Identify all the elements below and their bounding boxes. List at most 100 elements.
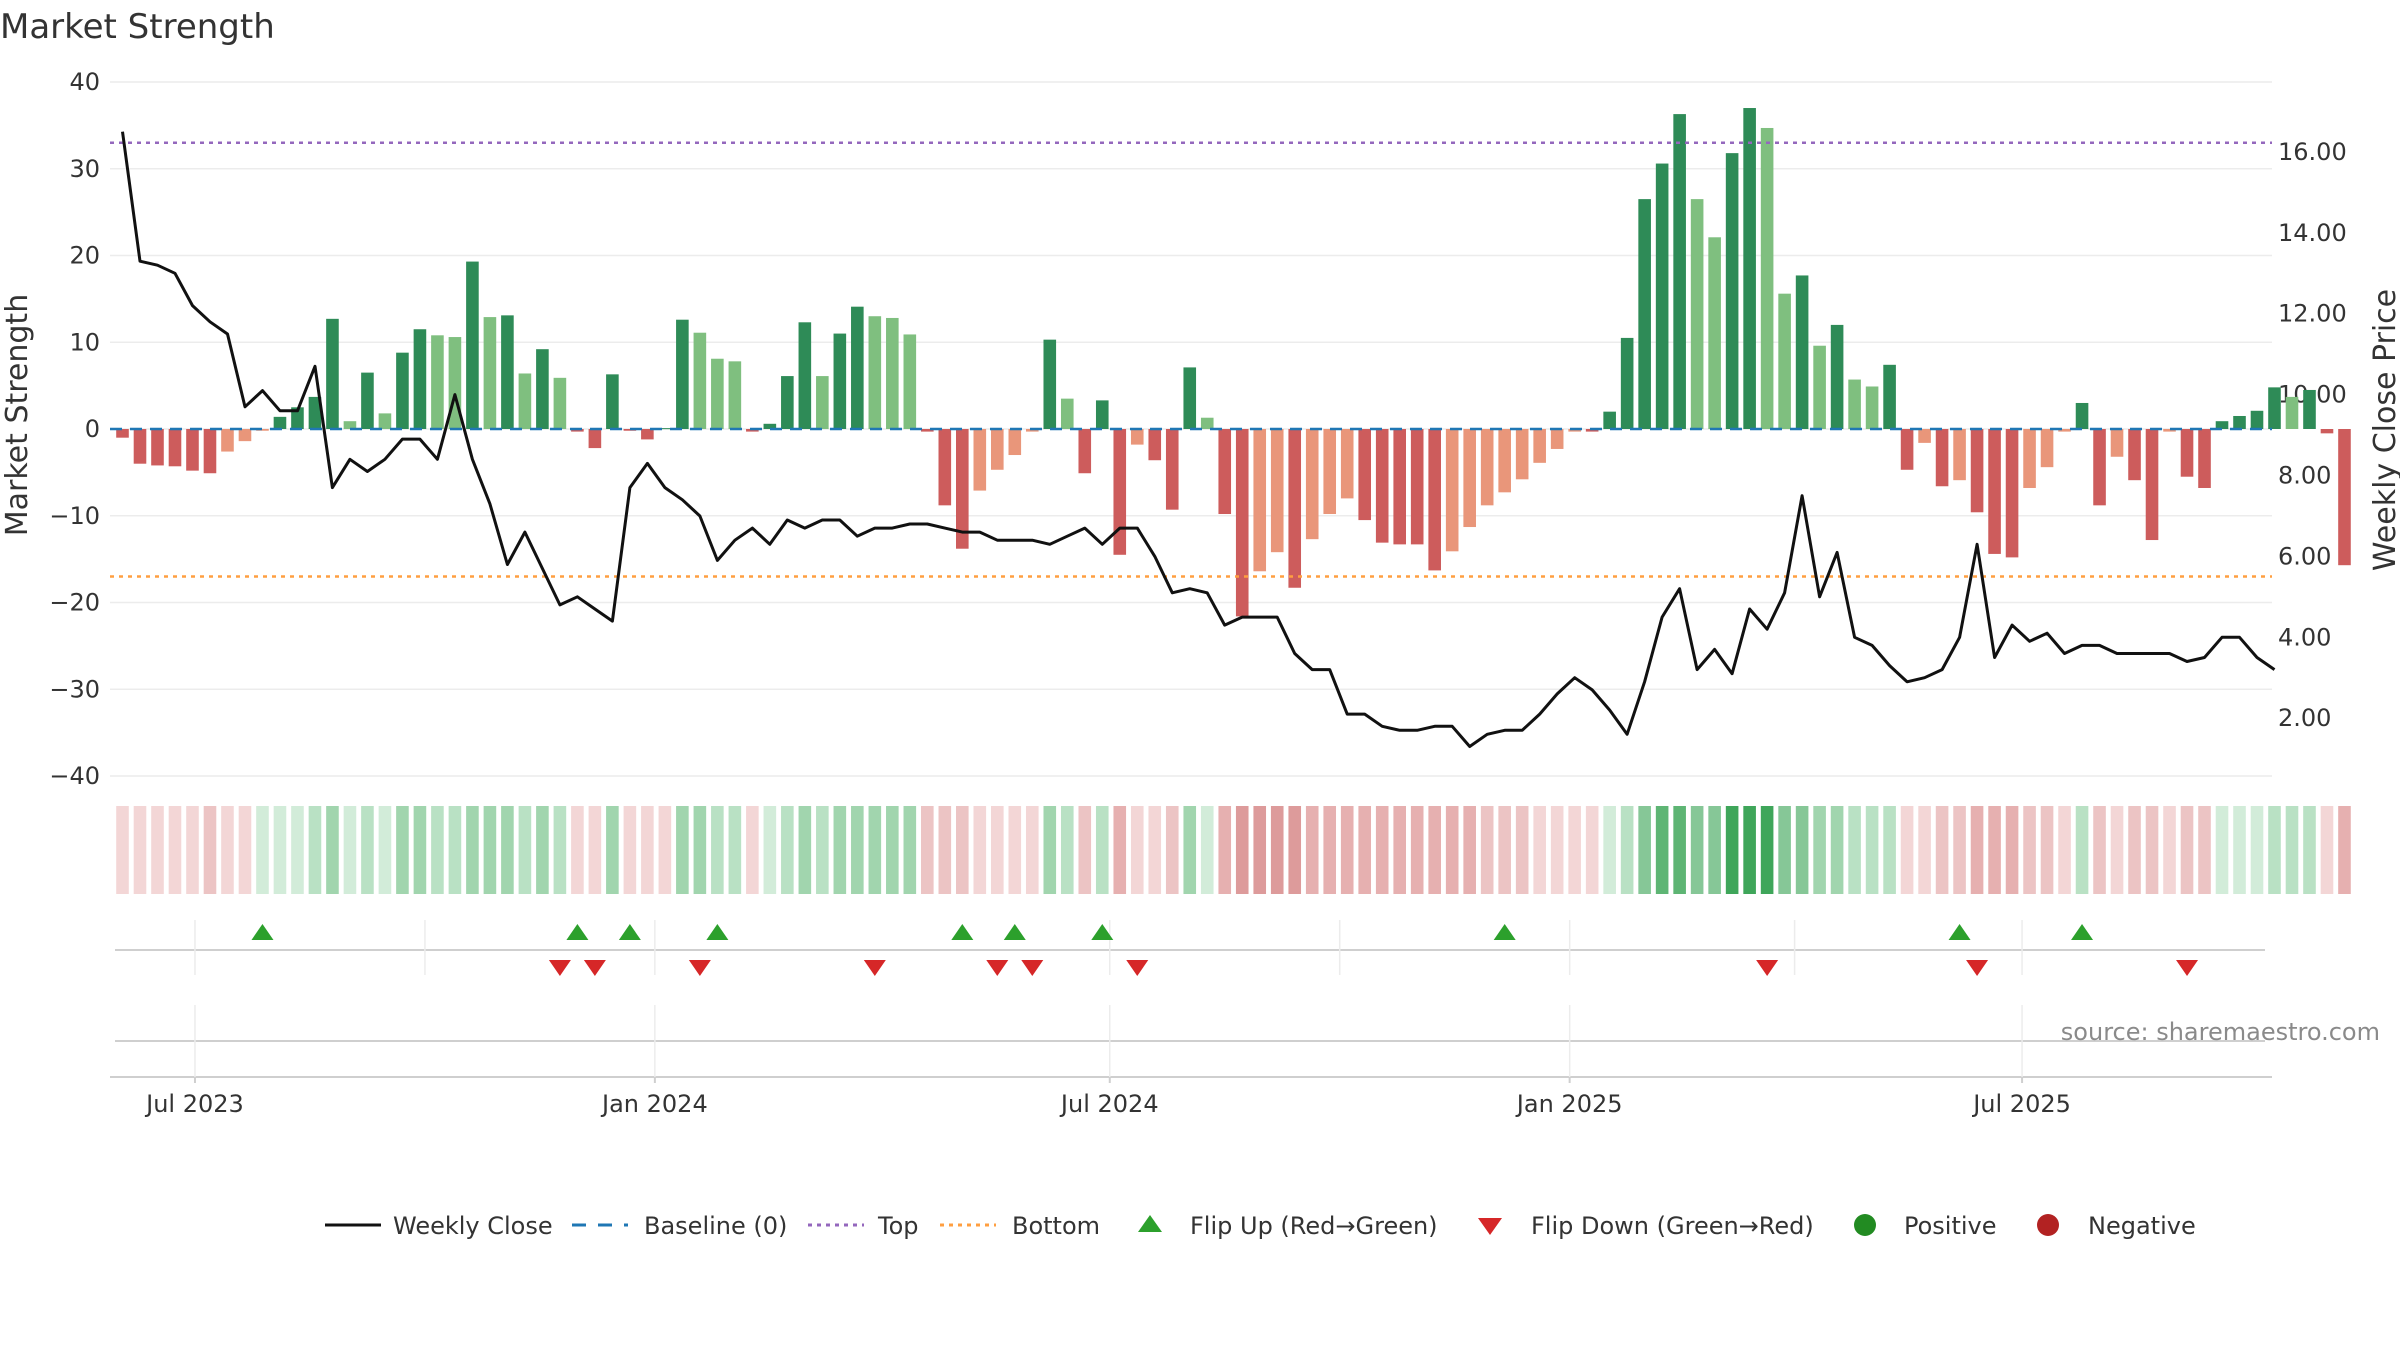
strength-bar: [693, 332, 707, 429]
regime-cell: [1393, 806, 1407, 894]
regime-cell: [2320, 806, 2334, 894]
strength-bar: [1113, 429, 1127, 555]
regime-cell: [763, 806, 777, 894]
regime-cell: [1130, 806, 1144, 894]
flip-up-marker: [951, 924, 974, 940]
strength-bar: [431, 335, 444, 429]
strength-bar: [1935, 429, 1949, 487]
left-tick-label: 0: [85, 415, 100, 443]
regime-cell: [886, 806, 899, 894]
strength-bar: [1130, 429, 1144, 445]
strength-bar: [2023, 429, 2036, 488]
regime-cell: [1830, 806, 1844, 894]
regime-cell: [956, 806, 969, 894]
regime-cell: [1620, 806, 1634, 894]
x-tick-label: Jan 2024: [600, 1090, 708, 1118]
regime-cell: [273, 806, 287, 894]
strength-bar: [1025, 429, 1039, 432]
strength-bar: [1148, 429, 1162, 461]
legend: Weekly Close Baseline (0) Top Bottom Flip Up…: [325, 1212, 2196, 1240]
regime-cell: [641, 806, 654, 894]
strength-bar: [2110, 429, 2124, 457]
strength-bar: [868, 316, 882, 429]
regime-cell: [1848, 806, 1861, 894]
regime-cell: [1113, 806, 1127, 894]
strength-bar: [2215, 421, 2229, 429]
regime-cell: [1865, 806, 1879, 894]
regime-cell: [1375, 806, 1389, 894]
regime-cell: [466, 806, 479, 894]
strength-bar: [1970, 429, 1984, 513]
regime-cell: [1760, 806, 1774, 894]
regime-cell: [343, 806, 357, 894]
flip-up-marker: [618, 924, 641, 940]
flip-down-marker: [2176, 960, 2199, 976]
strength-bar: [2250, 410, 2264, 429]
regime-cell: [1988, 806, 2001, 894]
left-tick-label: −10: [49, 502, 100, 530]
regime-cell: [1340, 806, 1354, 894]
regime-cell: [816, 806, 829, 894]
regime-cell: [1270, 806, 1284, 894]
weekly-close-line: [121, 131, 2276, 748]
strength-bar: [1393, 429, 1407, 545]
strength-bar: [1200, 417, 1214, 429]
strength-bar: [1953, 429, 1966, 481]
legend-item-positive: Positive: [1854, 1212, 1997, 1240]
regime-cell: [588, 806, 602, 894]
regime-cell: [1428, 806, 1441, 894]
strength-bar: [1323, 429, 1337, 515]
strength-bar: [2320, 429, 2334, 434]
legend-label: Flip Up (Red→Green): [1190, 1212, 1438, 1240]
legend-label: Positive: [1904, 1212, 1997, 1240]
regime-cell: [1445, 806, 1459, 894]
regime-cell: [2268, 806, 2281, 894]
right-tick-label: 4.00: [2278, 623, 2331, 651]
regime-cell: [1498, 806, 1511, 894]
regime-cell: [1725, 806, 1739, 894]
regime-cell: [133, 806, 147, 894]
strength-bar: [238, 429, 252, 442]
regime-cell: [483, 806, 497, 894]
flip-down-marker: [1756, 960, 1779, 976]
strength-bar: [781, 376, 794, 429]
strength-bar: [1848, 379, 1861, 429]
strength-bar: [921, 429, 934, 432]
regime-cell: [1515, 806, 1529, 894]
strength-bar: [1795, 275, 1809, 429]
chart-title: Market Strength: [0, 7, 275, 47]
strength-bar: [1568, 429, 1581, 432]
regime-cell: [518, 806, 532, 894]
regime-cell: [168, 806, 182, 894]
strength-bar: [2303, 389, 2316, 429]
regime-cell: [1568, 806, 1581, 894]
legend-item-flip-up: Flip Up (Red→Green): [1138, 1212, 1438, 1240]
strength-bar: [273, 416, 287, 429]
strength-bar: [1655, 163, 1669, 430]
regime-cell: [1673, 806, 1686, 894]
legend-label: Flip Down (Green→Red): [1531, 1212, 1814, 1240]
regime-cell: [921, 806, 934, 894]
x-tick-label: Jul 2024: [1059, 1090, 1159, 1118]
regime-cell: [308, 806, 322, 894]
left-axis-label: Market Strength: [0, 294, 35, 536]
strength-bar: [2040, 429, 2054, 468]
strength-bar: [1778, 293, 1791, 429]
regime-cell: [938, 806, 952, 894]
regime-cell: [1813, 806, 1826, 894]
strength-bar: [1358, 429, 1372, 521]
strength-bar: [728, 361, 742, 429]
flip-down-marker: [688, 960, 711, 976]
strength-bar: [886, 317, 899, 429]
legend-label: Top: [877, 1212, 919, 1240]
regime-cell: [2093, 806, 2106, 894]
regime-cell: [501, 806, 514, 894]
flip-down-marker: [1126, 960, 1149, 976]
strength-bar: [413, 329, 427, 429]
flip-up-marker: [1003, 924, 1026, 940]
strength-bar: [938, 429, 952, 506]
regime-cell: [1690, 806, 1704, 894]
strength-bar: [2005, 429, 2019, 558]
strength-bar: [256, 429, 269, 431]
strength-bar: [2145, 429, 2159, 541]
